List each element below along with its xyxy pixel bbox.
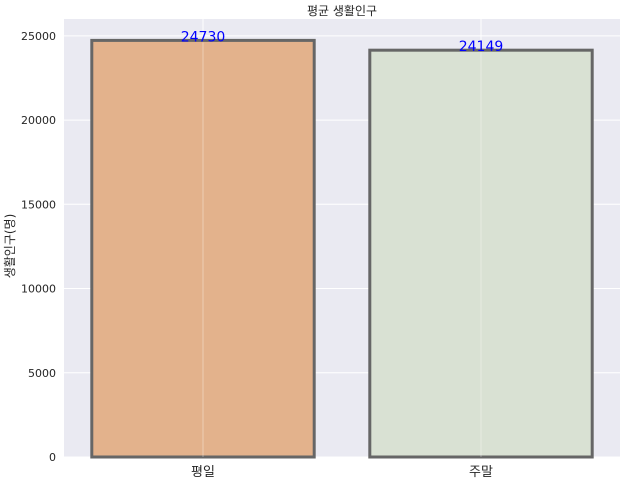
y-tick-label: 5000 [28, 367, 56, 380]
chart-title: 평균 생활인구 [307, 4, 377, 18]
data-labels: 24730 24149 [181, 29, 504, 55]
y-tick-label: 0 [49, 451, 56, 464]
x-ticks: 평일 주말 [191, 465, 493, 480]
y-tick-label: 15000 [21, 198, 56, 211]
bar-2 [368, 48, 594, 459]
y-ticks: 0 5000 10000 15000 20000 25000 [21, 30, 56, 464]
y-axis-label: 생활인구(명) [3, 214, 17, 279]
y-tick-label: 25000 [21, 30, 56, 43]
bars-group [90, 38, 594, 459]
x-tick-label: 주말 [469, 465, 493, 480]
bar-1 [90, 38, 316, 459]
data-label: 24149 [459, 39, 504, 55]
data-label: 24730 [181, 29, 226, 45]
y-tick-label: 20000 [21, 114, 56, 127]
x-tick-label: 평일 [191, 465, 215, 480]
y-tick-label: 10000 [21, 283, 56, 296]
